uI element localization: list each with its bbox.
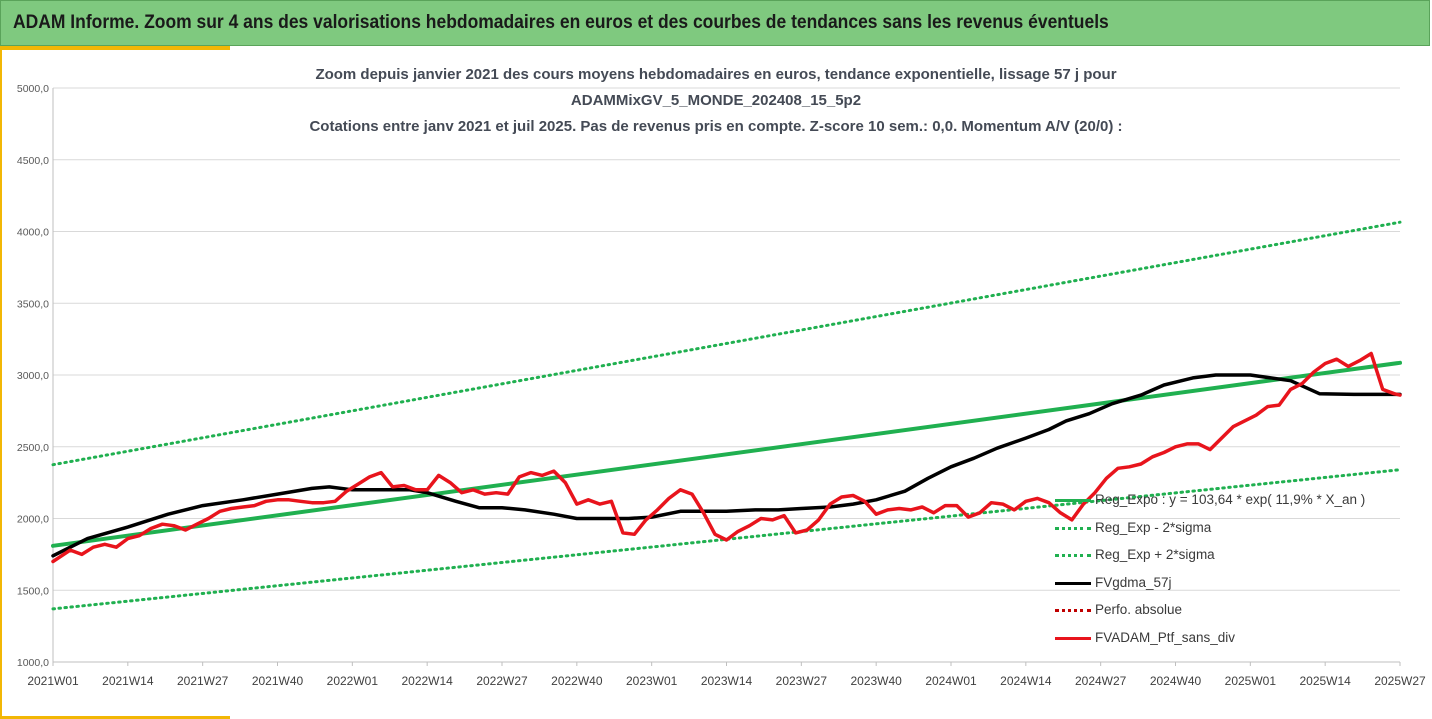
legend-item: Reg_Expo : y = 103,64 * exp( 11,9% * X_a… [1055, 490, 1395, 518]
y-tick-label: 3000,0 [17, 370, 49, 382]
x-tick-label: 2022W40 [551, 674, 603, 688]
fvadam-ptf-line [51, 351, 1402, 564]
fvgdma-57j-line [51, 373, 1402, 558]
x-tick-label: 2024W14 [1000, 674, 1052, 688]
x-tick-label: 2025W27 [1374, 674, 1426, 688]
x-tick-label: 2023W40 [850, 674, 902, 688]
legend-item: FVADAM_Ptf_sans_div [1055, 628, 1395, 656]
legend-label: FVADAM_Ptf_sans_div [1095, 629, 1236, 645]
x-tick-label: 2024W27 [1075, 674, 1127, 688]
x-tick-label: 2022W01 [327, 674, 379, 688]
reg-expo-line [51, 360, 1402, 548]
x-tick-label: 2021W40 [252, 674, 304, 688]
y-tick-label: 4500,0 [17, 155, 49, 167]
x-tick-label: 2023W01 [626, 674, 678, 688]
legend-item: Reg_Exp + 2*sigma [1055, 545, 1395, 573]
report-title: ADAM Informe. Zoom sur 4 ans des valoris… [13, 12, 1109, 33]
y-tick-label: 1000,0 [17, 657, 49, 669]
legend-item: Reg_Exp - 2*sigma [1055, 518, 1395, 546]
chart-title-line-2: ADAMMixGV_5_MONDE_202408_15_5p2 [570, 92, 862, 109]
x-tick-label: 2025W14 [1299, 674, 1351, 688]
legend-label: FVgdma_57j [1095, 574, 1172, 590]
chart-title-line-1: Zoom depuis janvier 2021 des cours moyen… [315, 66, 1117, 83]
reg-exp-plus-2sigma-line [51, 220, 1402, 467]
legend-swatch [1055, 499, 1091, 502]
y-tick-label: 3500,0 [17, 298, 49, 310]
legend-label: Reg_Expo : y = 103,64 * exp( 11,9% * X_a… [1095, 492, 1366, 507]
y-tick-label: 4000,0 [17, 227, 49, 239]
y-tick-label: 2000,0 [17, 514, 49, 526]
frame-left-border [0, 50, 2, 719]
chart-title-line-3: Cotations entre janv 2021 et juil 2025. … [309, 118, 1123, 135]
x-tick-label: 2021W27 [177, 674, 229, 688]
legend-swatch [1055, 554, 1091, 557]
legend-label: Reg_Exp + 2*sigma [1095, 547, 1215, 562]
y-tick-label: 1500,0 [17, 585, 49, 597]
x-tick-label: 2023W27 [776, 674, 828, 688]
x-tick-label: 2023W14 [701, 674, 753, 688]
y-tick-label: 2500,0 [17, 442, 49, 454]
legend-swatch [1055, 636, 1091, 640]
x-tick-label: 2024W01 [925, 674, 977, 688]
x-tick-label: 2022W27 [476, 674, 528, 688]
legend-item: Perfo. absolue [1055, 600, 1395, 628]
legend-swatch [1055, 581, 1091, 585]
x-tick-label: 2022W14 [401, 674, 453, 688]
chart-legend: Reg_Expo : y = 103,64 * exp( 11,9% * X_a… [1055, 490, 1395, 655]
x-tick-label: 2021W01 [27, 674, 79, 688]
frame-bottom-accent [0, 716, 230, 719]
legend-swatch [1055, 526, 1091, 530]
report-banner: ADAM Informe. Zoom sur 4 ans des valoris… [0, 0, 1430, 46]
frame-accent [0, 46, 230, 50]
legend-label: Perfo. absolue [1095, 602, 1183, 617]
y-tick-label: 5000,0 [17, 83, 49, 95]
x-tick-label: 2021W14 [102, 674, 154, 688]
legend-item: FVgdma_57j [1055, 573, 1395, 601]
x-tick-label: 2025W01 [1225, 674, 1277, 688]
x-tick-label: 2024W40 [1150, 674, 1202, 688]
legend-swatch [1055, 609, 1091, 612]
legend-label: Reg_Exp - 2*sigma [1095, 519, 1212, 535]
